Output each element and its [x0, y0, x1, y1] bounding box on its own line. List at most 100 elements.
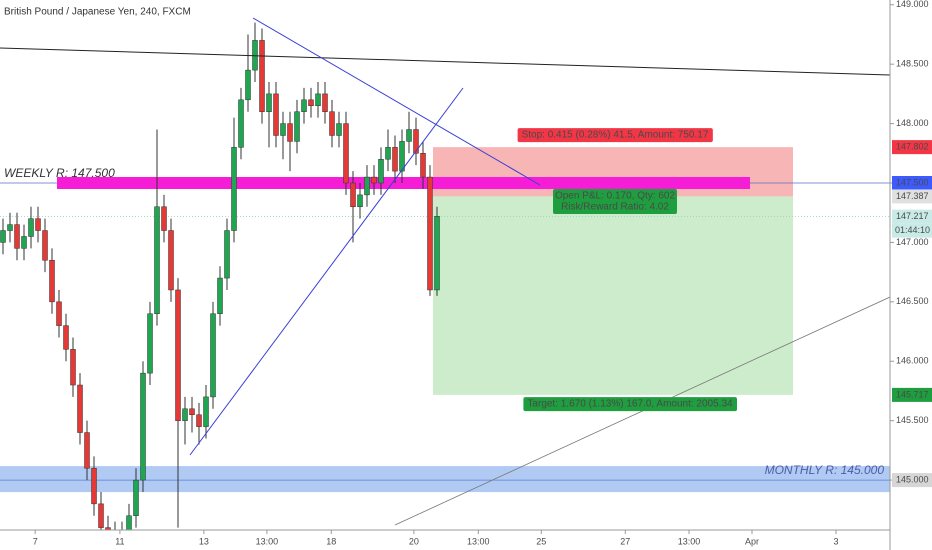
candle-body — [406, 129, 412, 142]
candle-body — [343, 123, 349, 184]
candle-body — [140, 372, 146, 481]
monthly-zone — [0, 466, 890, 493]
resistance-trendline — [0, 47, 890, 76]
countdown: 01:44:10 — [895, 225, 930, 235]
candle-body — [70, 349, 76, 386]
stop-label-bg — [517, 128, 713, 143]
candle-body — [399, 141, 405, 172]
x-tick-label: 20 — [409, 536, 419, 546]
candle-body — [217, 277, 223, 314]
monthly-label: MONTHLY R: 145.000 — [765, 463, 885, 477]
price-label: 147.217 — [896, 211, 929, 221]
price-label: 145.000 — [896, 474, 929, 484]
y-tick-label: 148.000 — [896, 118, 929, 128]
triangle-lower-line — [189, 87, 464, 456]
y-tick-label: 149.000 — [896, 0, 929, 9]
x-tick-label: 11 — [115, 536, 124, 546]
rr-label: Risk/Reward Ratio: 4.02 — [561, 202, 669, 213]
candle-body — [161, 206, 167, 231]
price-label-bg — [892, 189, 932, 204]
candle-body — [301, 99, 307, 112]
candle-body — [35, 218, 41, 231]
price-label: 147.500 — [896, 177, 929, 187]
candle-body — [273, 93, 279, 136]
candle-body — [294, 111, 300, 142]
candle-body — [371, 176, 377, 184]
candle-body — [0, 230, 6, 243]
x-tick-label: Apr — [745, 536, 759, 546]
countdown-bg — [892, 223, 932, 238]
candle-body — [322, 93, 328, 112]
weekly-label: WEEKLY R: 147.500 — [4, 166, 115, 180]
candle-body — [336, 123, 342, 136]
candle-body — [315, 93, 321, 107]
candle-body — [266, 93, 272, 112]
candle-body — [7, 224, 13, 231]
target-label: Target: 1.670 (1.13%) 167.0, Amount: 200… — [527, 399, 733, 410]
candle-body — [189, 408, 195, 415]
candle-body — [245, 69, 251, 101]
target-label-bg — [523, 397, 738, 412]
candle-body — [287, 123, 293, 142]
weekly-zone — [57, 177, 750, 190]
candle-body — [14, 224, 20, 249]
price-label-bg — [892, 176, 932, 191]
candle-body — [259, 40, 265, 112]
candle-body — [280, 123, 286, 136]
candle-body — [364, 176, 370, 196]
candle-body — [308, 99, 314, 107]
candle-body — [413, 129, 419, 154]
candle-body — [154, 206, 160, 314]
candle-body — [329, 111, 335, 136]
candle-body — [350, 182, 356, 208]
y-tick-label: 148.500 — [896, 59, 929, 69]
candle-body — [392, 147, 398, 172]
x-tick-label: 13 — [199, 536, 209, 546]
candle-body — [49, 259, 55, 303]
candle-body — [224, 230, 230, 279]
pnl-label-bg — [553, 189, 677, 214]
candle-body — [427, 176, 433, 291]
price-label-bg — [892, 209, 932, 224]
price-label-bg — [892, 387, 932, 402]
x-tick-label: 13:00 — [467, 536, 490, 546]
x-tick-label: 13:00 — [256, 536, 279, 546]
candle-body — [91, 467, 97, 505]
x-tick-label: 18 — [326, 536, 336, 546]
candle-body — [175, 289, 181, 421]
stop-label: Stop: 0.415 (0.28%) 41.5, Amount: 750.17 — [522, 130, 709, 141]
price-label: 147.802 — [896, 141, 929, 151]
candle-body — [357, 194, 363, 208]
pnl-label: Open P&L: 0.170, Qty: 602 — [555, 191, 676, 202]
x-tick-label: 27 — [620, 536, 630, 546]
candle-body — [196, 414, 202, 427]
x-tick-label: 7 — [33, 536, 38, 546]
candle-body — [238, 99, 244, 148]
candle-body — [210, 313, 216, 398]
candle-body — [378, 158, 384, 184]
price-label-bg — [892, 473, 932, 488]
candle-body — [28, 218, 34, 237]
candle-body — [231, 147, 237, 231]
candle-body — [420, 153, 426, 178]
candle-body — [105, 527, 111, 530]
y-tick-label: 146.500 — [896, 296, 929, 306]
candle-body — [63, 325, 69, 350]
candle-body — [98, 503, 104, 528]
x-tick-label: 25 — [536, 536, 546, 546]
y-tick-label: 145.500 — [896, 415, 929, 425]
chart-title: British Pound / Japanese Yen, 240, FXCM — [4, 7, 191, 18]
y-tick-label: 146.000 — [896, 356, 929, 366]
x-tick-label: 3 — [833, 536, 838, 546]
candle-body — [42, 230, 48, 261]
candle-body — [434, 216, 440, 291]
price-label-bg — [892, 140, 932, 155]
triangle-upper-line — [252, 17, 541, 186]
candle-body — [203, 396, 209, 427]
candle-body — [21, 236, 27, 249]
candle-body — [84, 432, 90, 469]
candle-body — [168, 230, 174, 291]
candle-body — [77, 384, 83, 433]
candle-body — [133, 479, 139, 516]
